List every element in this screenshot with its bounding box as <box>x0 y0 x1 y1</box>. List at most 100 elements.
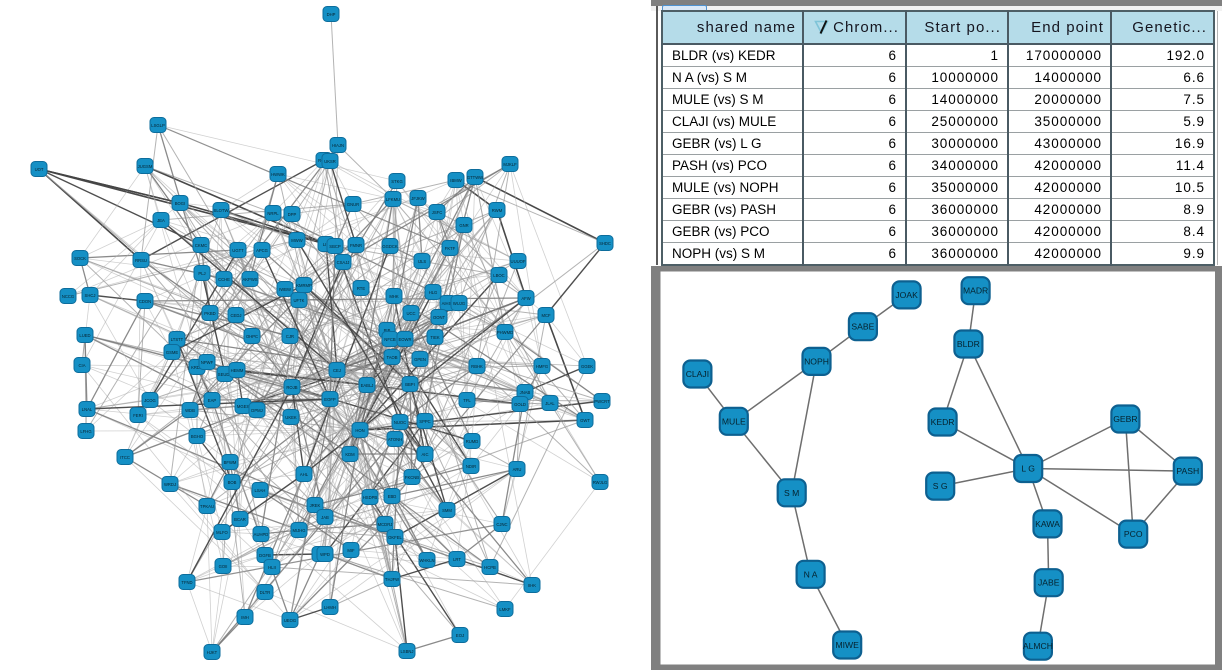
svg-text:BFWM: BFWM <box>224 460 237 465</box>
svg-text:UGTT: UGTT <box>232 248 244 253</box>
svg-text:GEBR: GEBR <box>1113 414 1137 424</box>
svg-text:BBPI: BBPI <box>405 382 415 387</box>
svg-text:LMKF: LMKF <box>499 607 511 612</box>
svg-text:S M: S M <box>784 487 799 497</box>
svg-text:UKEK: UKEK <box>285 415 297 420</box>
svg-text:GWT: GWT <box>580 418 590 423</box>
svg-text:AKPWS: AKPWS <box>242 277 257 282</box>
svg-text:DHP: DHP <box>327 12 336 17</box>
svg-text:UUUOF: UUUOF <box>511 259 526 264</box>
svg-text:JOAK: JOAK <box>895 289 918 299</box>
svg-text:AIHSH: AIHSH <box>442 301 455 306</box>
svg-text:RBHK: RBHK <box>471 364 483 369</box>
svg-text:IWBW: IWBW <box>279 287 291 292</box>
svg-text:LFKMU: LFKMU <box>386 197 400 202</box>
svg-text:JEA: JEA <box>157 218 165 223</box>
svg-text:WRDJ: WRDJ <box>164 482 176 487</box>
svg-text:JREK: JREK <box>310 503 321 508</box>
svg-text:NRPL: NRPL <box>267 211 279 216</box>
svg-text:MULE: MULE <box>722 416 746 426</box>
svg-text:SHDC: SHDC <box>599 241 611 246</box>
svg-text:KAWA: KAWA <box>1035 518 1060 528</box>
svg-text:SHCJ: SHCJ <box>85 293 96 298</box>
svg-text:NCCG: NCCG <box>62 294 74 299</box>
svg-text:NDIR: NDIR <box>466 464 476 469</box>
svg-text:BOGI: BOGI <box>175 201 185 206</box>
svg-text:AHL: AHL <box>300 472 309 477</box>
svg-text:MCF: MCF <box>541 313 551 318</box>
svg-text:LFHG: LFHG <box>80 429 91 434</box>
svg-text:EAP: EAP <box>208 398 217 403</box>
svg-text:JNAB: JNAB <box>520 390 531 395</box>
svg-text:AIC: AIC <box>422 452 429 457</box>
svg-text:SEUDE: SEUDE <box>218 372 233 377</box>
svg-text:TAOB: TAOB <box>386 355 397 360</box>
svg-text:NFCB: NFCB <box>384 337 396 342</box>
svg-text:PHWMD: PHWMD <box>497 330 513 335</box>
svg-text:WPD: WPD <box>320 552 330 557</box>
svg-text:HMFG: HMFG <box>536 364 548 369</box>
svg-text:PKBD: PKBD <box>204 311 215 316</box>
svg-text:TIEK: TIEK <box>430 335 440 340</box>
svg-text:SBCP: SBCP <box>329 244 341 249</box>
svg-text:PWCRT: PWCRT <box>594 399 610 404</box>
svg-text:SMM: SMM <box>442 508 452 513</box>
svg-text:UKSR: UKSR <box>324 159 336 164</box>
svg-text:JFJKW: JFJKW <box>411 196 425 201</box>
svg-text:WDB: WDB <box>185 408 195 413</box>
svg-text:SPPC: SPPC <box>419 419 430 424</box>
svg-text:JLAL: JLAL <box>545 401 555 406</box>
svg-text:PCO: PCO <box>1124 529 1143 539</box>
svg-text:STKG: STKG <box>391 179 402 184</box>
svg-text:IMH: IMH <box>241 615 249 620</box>
svg-text:CSAJJ: CSAJJ <box>337 260 350 265</box>
svg-text:MHK: MHK <box>389 294 399 299</box>
svg-text:RWM: RWM <box>492 208 503 213</box>
svg-text:TFL: TFL <box>463 398 471 403</box>
svg-text:EOFP: EOFP <box>324 397 336 402</box>
svg-text:GNR: GNR <box>459 223 468 228</box>
svg-text:HWWK: HWWK <box>271 172 285 177</box>
svg-text:MCDRJ: MCDRJ <box>378 522 393 527</box>
svg-text:S G: S G <box>933 481 948 491</box>
svg-text:FKCNB: FKCNB <box>405 475 419 480</box>
svg-text:IBMW: IBMW <box>450 178 461 183</box>
svg-text:HON: HON <box>355 428 364 433</box>
svg-text:SLOTW: SLOTW <box>214 208 229 213</box>
svg-text:GOII: GOII <box>219 564 228 569</box>
svg-text:ATONH: ATONH <box>388 437 402 442</box>
svg-text:GPEN: GPEN <box>414 357 426 362</box>
svg-text:HIAJN: HIAJN <box>332 143 344 148</box>
svg-text:DPP: DPP <box>288 212 297 217</box>
svg-text:DGFB: DGFB <box>259 553 271 558</box>
svg-text:LUED: LUED <box>79 333 90 338</box>
svg-text:CIA: CIA <box>79 363 86 368</box>
svg-text:IJLS: IJLS <box>418 259 427 264</box>
svg-text:LRT: LRT <box>453 557 461 562</box>
svg-text:CJNC: CJNC <box>496 522 507 527</box>
svg-text:HSDPB: HSDPB <box>363 495 378 500</box>
svg-text:ARU: ARU <box>513 467 522 472</box>
svg-text:TFND: TFND <box>181 580 192 585</box>
svg-text:KDM: KDM <box>345 452 355 457</box>
svg-text:UEOG: UEOG <box>284 618 296 623</box>
svg-text:LSBNJ: LSBNJ <box>400 649 413 654</box>
svg-text:ROJB: ROJB <box>286 385 297 390</box>
svg-text:LNAL: LNAL <box>82 407 93 412</box>
svg-text:FMNR: FMNR <box>350 243 362 248</box>
svg-text:RRSU: RRSU <box>135 258 147 263</box>
svg-text:IIHK: IIHK <box>528 583 536 588</box>
svg-text:FERI: FERI <box>133 413 143 418</box>
svg-text:ITCC: ITCC <box>120 455 130 460</box>
svg-text:OONT: OONT <box>433 315 446 320</box>
svg-text:N A: N A <box>804 569 818 579</box>
svg-text:MLFO: MLFO <box>216 530 228 535</box>
svg-text:MWW: MWW <box>291 238 302 243</box>
svg-text:HCPB: HCPB <box>484 565 496 570</box>
svg-text:HEMM: HEMM <box>231 368 244 373</box>
svg-text:RTE: RTE <box>357 286 366 291</box>
svg-text:LTSTT: LTSTT <box>171 337 184 342</box>
svg-text:JSFC: JSFC <box>432 210 442 215</box>
svg-text:LSAH: LSAH <box>255 488 266 493</box>
svg-text:KEDR: KEDR <box>931 417 955 427</box>
